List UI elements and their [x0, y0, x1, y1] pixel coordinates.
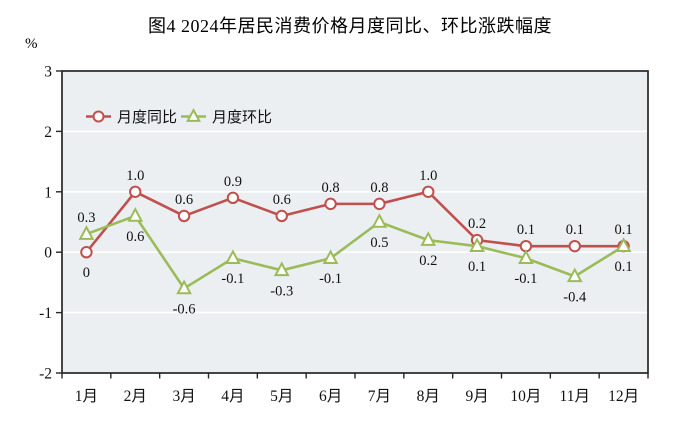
circle-marker-icon — [129, 185, 142, 199]
x-tick-label: 1月 — [75, 388, 98, 405]
data-label: -0.3 — [270, 283, 293, 299]
y-tick-label: 0 — [44, 245, 52, 262]
data-label: -0.1 — [514, 271, 537, 287]
triangle-marker-icon — [518, 249, 534, 265]
triangle-marker-icon — [371, 213, 388, 228]
data-label: -0.6 — [173, 301, 196, 317]
x-tick-label: 5月 — [270, 388, 293, 405]
triangle-marker-icon — [566, 267, 583, 283]
y-tick-label: -2 — [39, 366, 52, 383]
triangle-marker-icon — [420, 231, 437, 246]
x-tick-label: 10月 — [510, 388, 541, 405]
triangle-marker-icon — [273, 261, 290, 277]
data-label: 0.2 — [419, 253, 437, 269]
legend-label: 月度同比 — [117, 109, 177, 126]
x-tick-label: 12月 — [608, 388, 639, 405]
data-label: 1.0 — [419, 168, 437, 184]
data-label: 0.6 — [273, 192, 291, 208]
y-tick-label: -1 — [39, 305, 52, 322]
x-tick-label: 3月 — [172, 388, 195, 405]
series-line — [85, 190, 625, 254]
data-label: 0.1 — [468, 259, 486, 275]
data-label: 0.8 — [322, 180, 340, 196]
circle-marker-icon — [422, 185, 435, 199]
triangle-marker-icon — [322, 249, 339, 265]
circle-marker-icon — [275, 209, 288, 223]
data-label: 0.1 — [615, 222, 633, 238]
x-tick-label: 4月 — [221, 388, 244, 405]
triangle-marker-icon — [176, 279, 192, 295]
triangle-marker-icon — [127, 207, 144, 222]
legend-label: 月度环比 — [212, 109, 272, 126]
x-tick-label: 9月 — [465, 388, 488, 405]
data-label: 0.8 — [370, 180, 388, 196]
data-label: 1.0 — [126, 168, 144, 184]
data-label: 0.9 — [224, 174, 242, 190]
data-label: 0.6 — [175, 192, 193, 208]
x-tick-label: 6月 — [319, 388, 342, 405]
y-tick-label: 1 — [44, 184, 52, 201]
data-label: 0.6 — [126, 229, 144, 245]
circle-marker-icon — [324, 197, 337, 211]
data-label: -0.1 — [221, 271, 244, 287]
circle-marker-icon — [92, 110, 105, 123]
data-label: 0.3 — [77, 210, 95, 226]
circle-marker-icon — [177, 209, 191, 223]
triangle-marker-icon — [186, 107, 201, 122]
data-label: 0.2 — [468, 216, 486, 232]
triangle-marker-icon — [225, 249, 241, 265]
circle-marker-icon — [226, 191, 240, 205]
data-label: -0.4 — [563, 289, 587, 305]
data-label: 0.1 — [517, 222, 535, 238]
triangle-marker-icon — [615, 237, 632, 252]
data-label: -0.1 — [319, 271, 342, 287]
data-label: 0.1 — [615, 259, 633, 275]
x-tick-label: 11月 — [560, 388, 590, 405]
circle-marker-icon — [80, 246, 93, 259]
triangle-marker-icon — [78, 225, 95, 240]
x-tick-label: 7月 — [368, 388, 391, 405]
y-axis-unit-label: % — [25, 36, 38, 52]
chart-title: 图4 2024年居民消费价格月度同比、环比涨跌幅度 — [148, 16, 552, 36]
data-label: 0 — [83, 265, 90, 281]
y-tick-label: 3 — [44, 64, 52, 81]
data-label: 0.1 — [566, 222, 584, 238]
data-label: 0.5 — [370, 235, 388, 251]
series-line — [85, 214, 625, 290]
circle-marker-icon — [568, 239, 581, 253]
circle-marker-icon — [373, 197, 386, 211]
triangle-marker-icon — [469, 237, 485, 252]
x-tick-label: 8月 — [417, 388, 440, 405]
y-tick-label: 2 — [44, 124, 52, 141]
x-tick-label: 2月 — [124, 388, 147, 405]
plot-area — [62, 71, 648, 373]
